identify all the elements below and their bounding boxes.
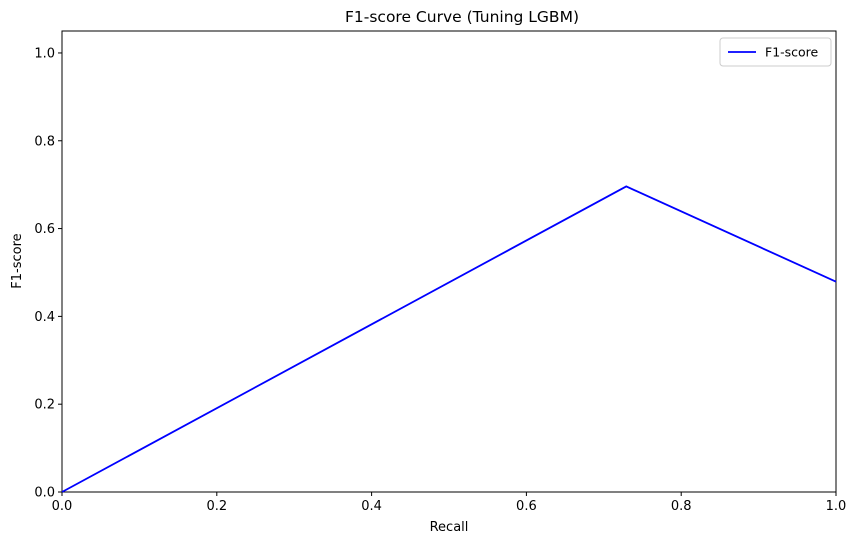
plot-area <box>61 30 837 493</box>
series-line-f1-score <box>61 185 837 493</box>
x-tick-label: 0.6 <box>516 499 537 514</box>
y-tick-label: 0.0 <box>34 486 55 501</box>
x-tick-label: 1.0 <box>826 499 847 514</box>
legend-box <box>719 37 832 67</box>
chart-title: F1-score Curve (Tuning LGBM) <box>345 8 579 26</box>
y-tick-label: 0.6 <box>34 222 55 237</box>
y-tick-label: 0.4 <box>34 310 55 325</box>
y-tick-label: 1.0 <box>34 46 55 61</box>
series-layer <box>61 185 837 493</box>
y-tick-label: 0.8 <box>34 134 55 149</box>
x-axis-ticks: 0.0 0.2 0.4 0.6 0.8 1.0 <box>52 492 847 514</box>
y-axis-label: F1-score <box>10 233 25 288</box>
x-tick-label: 0.4 <box>361 499 382 514</box>
legend-label: F1-score <box>765 45 819 60</box>
legend: F1-score <box>719 37 832 67</box>
x-tick-label: 0.0 <box>52 499 73 514</box>
y-axis-ticks: 0.0 0.2 0.4 0.6 0.8 1.0 <box>34 46 62 501</box>
y-tick-label: 0.2 <box>34 398 55 413</box>
x-tick-label: 0.2 <box>206 499 227 514</box>
x-tick-label: 0.8 <box>671 499 692 514</box>
x-axis-label: Recall <box>430 520 469 535</box>
plot-frame <box>61 30 837 493</box>
